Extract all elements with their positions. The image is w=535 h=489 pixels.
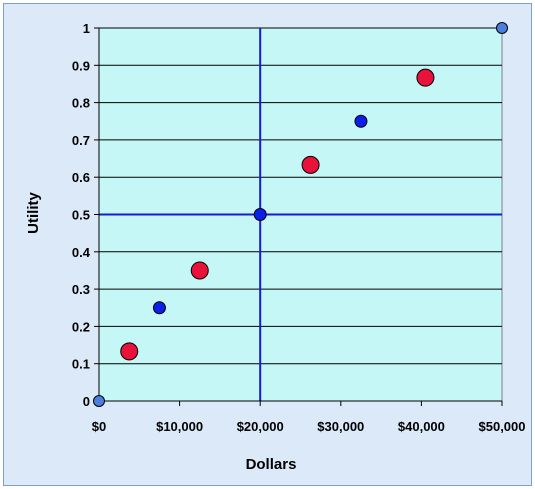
y-tick-label: 0.6 — [72, 170, 90, 185]
y-tick-label: 0.7 — [72, 133, 90, 148]
gridlines — [99, 27, 502, 365]
data-point — [120, 342, 139, 361]
y-tick-label: 0.5 — [72, 208, 90, 223]
data-point — [93, 395, 105, 407]
x-tick-label: $20,000 — [237, 419, 284, 434]
data-point — [354, 114, 368, 128]
x-tick-label: $10,000 — [156, 419, 203, 434]
utility-chart: 0 0.1 0.2 0.3 0.4 0.5 0.6 0.7 0.8 0.9 1 $0 $10,000 $2… — [25, 21, 526, 473]
data-point — [152, 301, 166, 315]
y-tick-label: 0.9 — [72, 58, 90, 73]
data-point — [496, 22, 508, 34]
y-axis-title: Utility — [25, 192, 42, 234]
data-point — [301, 155, 320, 174]
chart-area: 0 0.1 0.2 0.3 0.4 0.5 0.6 0.7 0.8 0.9 1 $0 $10,000 $2… — [3, 3, 532, 486]
x-tick-label: $0 — [92, 419, 106, 434]
data-point — [190, 261, 209, 280]
data-points — [93, 22, 508, 407]
data-point — [416, 68, 435, 87]
y-tick-label: 0.8 — [72, 96, 90, 111]
y-tick-label: 0.4 — [72, 245, 91, 260]
x-tick-label: $30,000 — [317, 419, 364, 434]
axes: 0 0.1 0.2 0.3 0.4 0.5 0.6 0.7 0.8 0.9 1 $0 $10,000 $2… — [72, 21, 526, 434]
y-tick-label: 0 — [83, 394, 90, 409]
x-tick-label: $50,000 — [479, 419, 526, 434]
x-axis-title: Dollars — [246, 456, 297, 473]
y-tick-label: 1 — [83, 21, 90, 36]
y-tick-label: 0.1 — [72, 357, 90, 372]
data-point — [253, 208, 267, 221]
y-tick-label: 0.2 — [72, 319, 90, 334]
x-tick-label: $40,000 — [398, 419, 445, 434]
y-tick-label: 0.3 — [72, 282, 90, 297]
